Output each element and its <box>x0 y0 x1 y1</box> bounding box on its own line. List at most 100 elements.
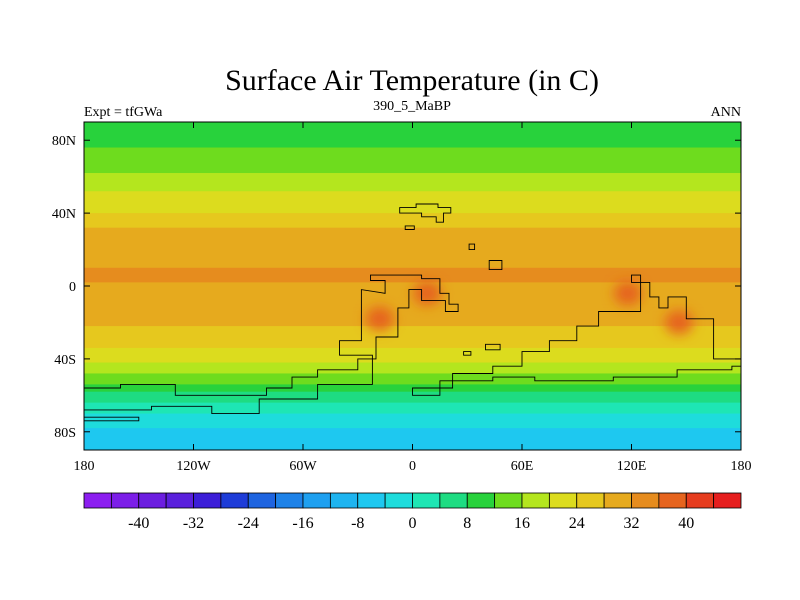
temperature-band <box>84 165 741 170</box>
colorbar-swatch <box>713 492 742 509</box>
temperature-band <box>84 340 741 345</box>
colorbar-swatch <box>576 492 605 509</box>
colorbar-swatch <box>631 492 660 509</box>
warm-anomaly <box>413 281 442 306</box>
colorbar-tick-label: 8 <box>463 515 471 532</box>
temperature-band <box>84 413 741 418</box>
colorbar-tick-label: 32 <box>624 515 640 532</box>
colorbar-swatch <box>658 492 687 509</box>
temperature-band <box>84 424 741 429</box>
temperature-band <box>84 183 741 189</box>
warm-anomaly <box>664 310 693 335</box>
temperature-band <box>84 242 741 247</box>
temperature-band <box>84 151 741 156</box>
temperature-band <box>84 260 741 265</box>
temperature-band <box>84 256 741 262</box>
temperature-band <box>84 249 741 254</box>
temperature-band <box>84 216 741 221</box>
y-tick-label: 80S <box>54 426 76 441</box>
temperature-band <box>84 311 741 316</box>
temperature-band <box>84 278 741 283</box>
temperature-band <box>84 231 741 236</box>
temperature-band <box>84 304 741 309</box>
temperature-band <box>84 351 741 356</box>
x-tick-label: 120E <box>617 459 647 474</box>
temperature-band <box>84 409 741 415</box>
temperature-bands <box>84 122 741 450</box>
y-tick-label: 40S <box>54 353 76 368</box>
right-subtitle: ANN <box>711 105 741 120</box>
temperature-band <box>84 209 741 214</box>
temperature-band <box>84 428 741 433</box>
temperature-band <box>84 380 741 385</box>
colorbar-tick-label: 40 <box>678 515 694 532</box>
center-subtitle: 390_5_MaBP <box>373 99 451 114</box>
coastline-gondwana-east <box>412 274 741 396</box>
colorbar-tick-label: -40 <box>128 515 149 532</box>
colorbar-swatch <box>138 492 167 509</box>
temperature-band <box>84 329 741 334</box>
coastline-north-islet-2 <box>468 243 476 251</box>
x-axis: 180 120W 60W 0 60E 120E 180 <box>74 122 752 474</box>
temperature-band <box>84 296 741 302</box>
x-tick-label: 180 <box>731 459 752 474</box>
temperature-band <box>84 176 741 181</box>
x-tick-label: 60E <box>511 459 534 474</box>
colorbar-tick-label: -24 <box>238 515 259 532</box>
temperature-band <box>84 315 741 320</box>
colorbar-swatch <box>110 492 140 509</box>
temperature-band <box>84 275 741 280</box>
colorbar-tick-label: -16 <box>292 515 313 532</box>
temperature-band <box>84 238 741 243</box>
temperature-band <box>84 384 741 389</box>
temperature-band <box>84 173 741 178</box>
temperature-band <box>84 253 741 258</box>
temperature-band <box>84 132 741 138</box>
temperature-band <box>84 143 741 149</box>
temperature-band <box>84 129 741 134</box>
temperature-band <box>84 180 741 185</box>
temperature-band <box>84 271 741 276</box>
colorbar-tick-label: -32 <box>183 515 204 532</box>
colorbar-swatch <box>685 492 715 509</box>
y-tick-label: 40N <box>52 207 76 222</box>
y-tick-label: 80N <box>52 134 76 149</box>
colorbar-swatch <box>412 492 441 509</box>
temperature-band <box>84 264 741 269</box>
temperature-band <box>84 282 741 287</box>
colorbar-tick-label: 0 <box>409 515 417 532</box>
temperature-band <box>84 267 741 273</box>
coastline-north-landmass <box>399 203 452 223</box>
temperature-band <box>84 322 741 327</box>
colorbar-swatch <box>193 492 222 509</box>
colorbar-swatch <box>357 492 386 509</box>
temperature-band <box>84 402 741 407</box>
temperature-band <box>84 355 741 360</box>
coastline-north-islet-1 <box>404 225 415 230</box>
coastline-north-islet-3 <box>488 260 503 271</box>
colorbar-labels: -40 -32 -24 -16 -8 0 8 16 24 32 40 <box>128 515 694 532</box>
colorbar <box>83 492 742 509</box>
coastline-southern-isle <box>84 416 140 422</box>
colorbar-tick-label: 16 <box>514 515 530 532</box>
y-tick-label: 0 <box>69 280 76 295</box>
temperature-band <box>84 347 741 353</box>
temperature-band <box>84 398 741 404</box>
temperature-band <box>84 358 741 364</box>
colorbar-swatch <box>302 492 331 509</box>
temperature-band <box>84 300 741 305</box>
coastlines <box>84 203 741 422</box>
temperature-band <box>84 373 741 378</box>
temperature-band <box>84 318 741 324</box>
left-subtitle: Expt = tfGWa <box>84 105 163 120</box>
coastline-gondwana-west <box>84 274 459 415</box>
colorbar-swatch <box>521 492 550 509</box>
temperature-band <box>84 245 741 251</box>
temperature-band <box>84 369 741 375</box>
colorbar-swatch <box>494 492 523 509</box>
temperature-band <box>84 439 741 444</box>
chart-title: Surface Air Temperature (in C) <box>225 64 599 97</box>
x-tick-label: 0 <box>409 459 416 474</box>
temperature-band <box>84 140 741 145</box>
